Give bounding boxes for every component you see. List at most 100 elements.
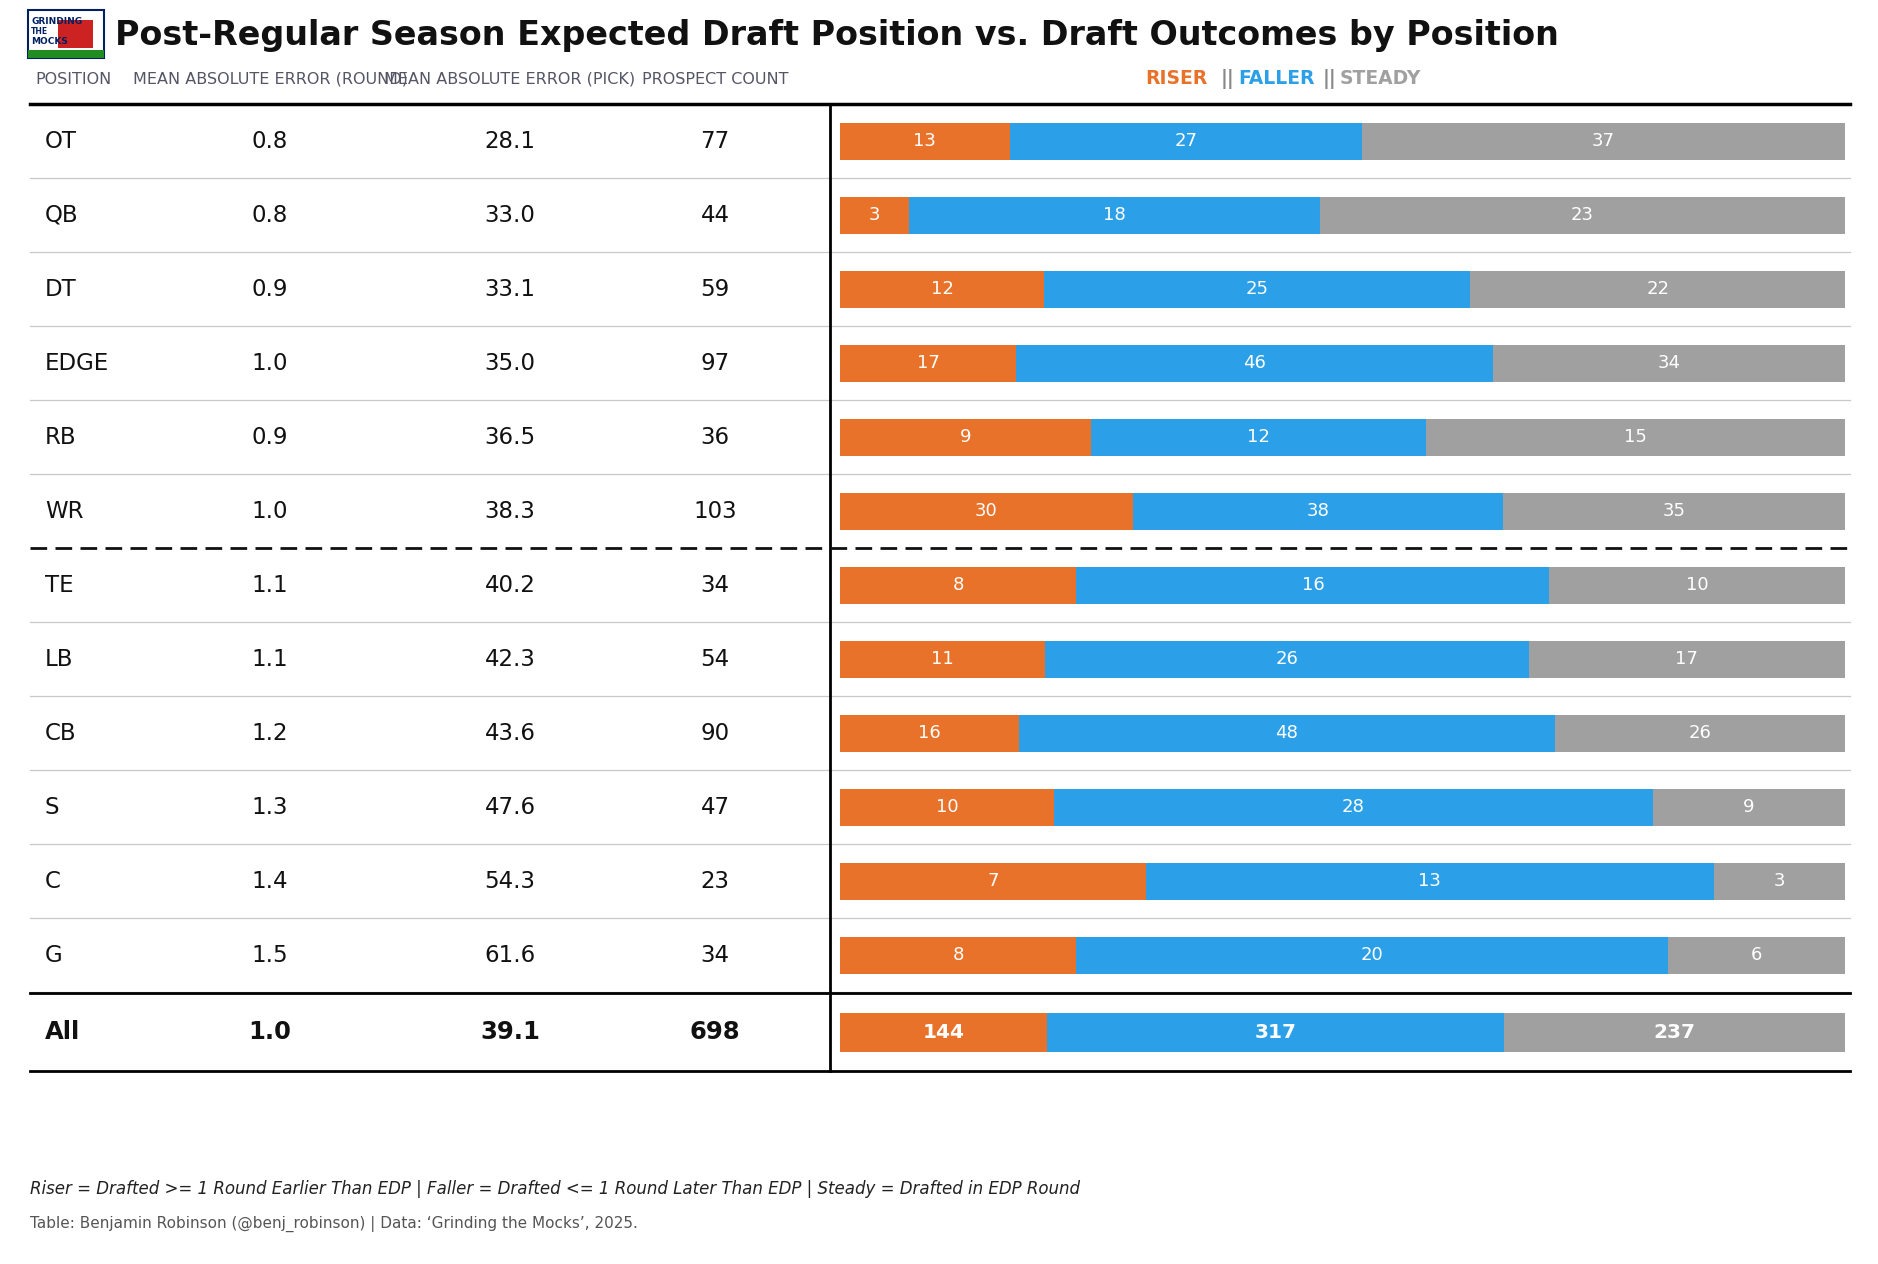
Text: RB: RB [45, 426, 77, 449]
Text: 8: 8 [952, 576, 963, 594]
Text: ||: || [1322, 70, 1337, 88]
Text: FALLER: FALLER [1238, 70, 1315, 88]
Text: 30: 30 [975, 502, 997, 520]
Text: 25: 25 [1245, 281, 1270, 298]
Bar [1091, 418, 1425, 455]
Text: 23: 23 [1570, 206, 1594, 224]
Text: 26: 26 [1688, 724, 1711, 742]
Bar [839, 123, 1010, 159]
Text: 38.3: 38.3 [485, 499, 535, 522]
Bar [1362, 123, 1844, 159]
Bar [839, 862, 1146, 900]
Bar [28, 51, 103, 58]
Text: 17: 17 [1675, 650, 1698, 667]
Text: 28.1: 28.1 [485, 129, 535, 153]
Text: GRINDING: GRINDING [32, 18, 83, 27]
Text: 97: 97 [700, 351, 731, 374]
Text: PROSPECT COUNT: PROSPECT COUNT [642, 72, 789, 86]
Text: 26: 26 [1275, 650, 1298, 667]
Text: 59: 59 [700, 278, 731, 301]
Text: 13: 13 [913, 131, 937, 150]
Text: 23: 23 [700, 870, 729, 892]
Text: 0.9: 0.9 [252, 426, 287, 449]
Text: TE: TE [45, 574, 73, 597]
Text: 1.2: 1.2 [252, 722, 287, 744]
Text: 16: 16 [918, 724, 941, 742]
Text: MEAN ABSOLUTE ERROR (ROUND): MEAN ABSOLUTE ERROR (ROUND) [133, 72, 408, 86]
Bar [1044, 270, 1470, 307]
Text: 47: 47 [700, 795, 729, 819]
Text: 34: 34 [1658, 354, 1681, 372]
Text: 10: 10 [1686, 576, 1709, 594]
Text: 47.6: 47.6 [485, 795, 535, 819]
Text: 1.0: 1.0 [248, 1020, 291, 1044]
Text: 1.0: 1.0 [252, 499, 287, 522]
Text: 33.0: 33.0 [485, 204, 535, 226]
Bar [839, 1012, 1048, 1052]
Text: 1.5: 1.5 [252, 943, 289, 967]
Text: S: S [45, 795, 60, 819]
Bar [1018, 714, 1555, 752]
Bar [1010, 123, 1362, 159]
Bar [839, 196, 909, 234]
Text: 3: 3 [1773, 872, 1786, 890]
Text: 0.8: 0.8 [252, 129, 287, 153]
Text: 16: 16 [1301, 576, 1324, 594]
Text: LB: LB [45, 647, 73, 670]
Text: 18: 18 [1102, 206, 1125, 224]
Bar [839, 493, 1132, 530]
Text: OT: OT [45, 129, 77, 153]
Bar [839, 937, 1076, 973]
Text: 317: 317 [1255, 1023, 1296, 1042]
Text: 54.3: 54.3 [485, 870, 535, 892]
Text: MOCKS: MOCKS [32, 38, 68, 47]
Text: EDGE: EDGE [45, 351, 109, 374]
Text: 44: 44 [700, 204, 729, 226]
Text: 36.5: 36.5 [485, 426, 535, 449]
Text: DT: DT [45, 278, 77, 301]
Text: 1.3: 1.3 [252, 795, 287, 819]
Text: 1.0: 1.0 [252, 351, 287, 374]
Text: C: C [45, 870, 60, 892]
Text: 48: 48 [1275, 724, 1298, 742]
Text: Post-Regular Season Expected Draft Position vs. Draft Outcomes by Position: Post-Regular Season Expected Draft Posit… [115, 19, 1559, 53]
Bar [1493, 345, 1844, 382]
Bar [1529, 641, 1844, 678]
Bar [1715, 862, 1844, 900]
Text: Table: Benjamin Robinson (@benj_robinson) | Data: ‘Grinding the Mocks’, 2025.: Table: Benjamin Robinson (@benj_robinson… [30, 1216, 639, 1232]
Text: 28: 28 [1341, 798, 1365, 817]
Bar [1054, 789, 1653, 825]
Text: QB: QB [45, 204, 79, 226]
Text: 42.3: 42.3 [485, 647, 535, 670]
Text: 34: 34 [700, 943, 729, 967]
Text: THE: THE [32, 28, 49, 37]
Bar [839, 345, 1016, 382]
Bar [1320, 196, 1844, 234]
Text: CB: CB [45, 722, 77, 744]
Bar [1549, 566, 1844, 603]
Text: 35.0: 35.0 [485, 351, 535, 374]
Bar [839, 418, 1091, 455]
Text: STEADY: STEADY [1341, 70, 1422, 88]
Bar [839, 270, 1044, 307]
Text: All: All [45, 1020, 81, 1044]
Text: 0.8: 0.8 [252, 204, 287, 226]
Text: 33.1: 33.1 [485, 278, 535, 301]
Text: 34: 34 [700, 574, 729, 597]
Text: 103: 103 [693, 499, 736, 522]
Text: 27: 27 [1174, 131, 1198, 150]
Text: 15: 15 [1624, 428, 1647, 446]
Text: 61.6: 61.6 [485, 943, 535, 967]
Text: 39.1: 39.1 [481, 1020, 541, 1044]
Text: MEAN ABSOLUTE ERROR (PICK): MEAN ABSOLUTE ERROR (PICK) [385, 72, 635, 86]
Text: POSITION: POSITION [36, 72, 111, 86]
Bar [1044, 641, 1529, 678]
Bar [1504, 1012, 1844, 1052]
Text: 1.1: 1.1 [252, 574, 289, 597]
Text: 37: 37 [1593, 131, 1615, 150]
Bar [909, 196, 1320, 234]
Bar [58, 20, 94, 48]
Text: 40.2: 40.2 [485, 574, 535, 597]
Bar [28, 10, 103, 58]
Bar [1504, 493, 1844, 530]
